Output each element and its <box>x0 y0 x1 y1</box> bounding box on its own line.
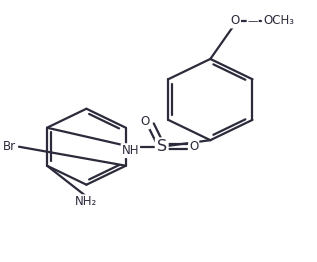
Text: S: S <box>157 139 167 154</box>
Text: NH₂: NH₂ <box>75 195 98 208</box>
Text: Br: Br <box>3 140 16 153</box>
Text: O: O <box>189 140 198 153</box>
Text: —: — <box>248 16 258 26</box>
Text: NH: NH <box>122 144 139 157</box>
Text: OCH₃: OCH₃ <box>264 14 295 28</box>
Text: O: O <box>140 115 150 128</box>
Text: O: O <box>231 14 240 28</box>
